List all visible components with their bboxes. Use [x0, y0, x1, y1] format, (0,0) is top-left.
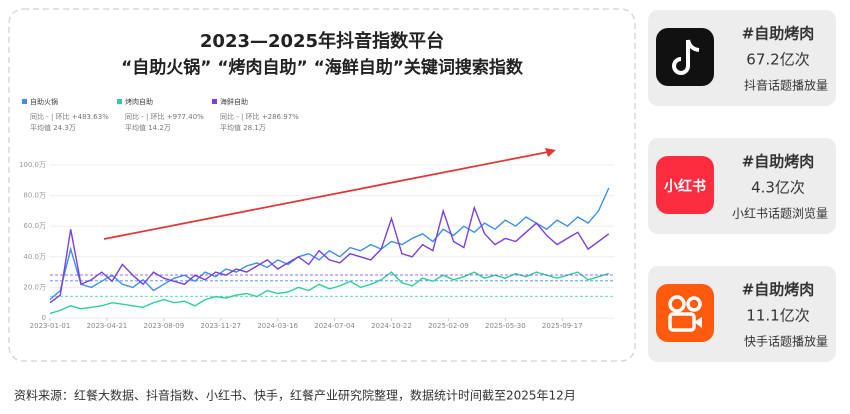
series-line [49, 205, 610, 304]
legend-label: 烤肉自助 [125, 97, 153, 106]
x-tick-label: 2024-10-22 [371, 322, 412, 330]
kuaishou-glyph [694, 317, 702, 328]
trend-arrowhead [545, 148, 556, 157]
x-tick-label: 2025-09-17 [542, 322, 583, 330]
legend-swatch [22, 99, 27, 104]
card-value: 4.3亿次 [751, 179, 805, 197]
xhs-icon [656, 156, 714, 214]
chart-panel [8, 8, 636, 362]
y-tick-label: 80.0万 [23, 192, 46, 200]
y-tick-label: 20.0万 [23, 283, 46, 291]
series-line [49, 271, 610, 315]
kuaishou-glyph [686, 296, 702, 312]
x-tick-label: 2024-07-04 [314, 322, 355, 330]
x-tick-label: 2025-02-09 [428, 322, 469, 330]
y-tick-label: 60.0万 [23, 222, 46, 230]
series-line [49, 187, 610, 301]
x-tick-label: 2024-03-16 [257, 322, 298, 330]
card-value: 67.2亿次 [746, 51, 809, 69]
card-value: 11.1亿次 [746, 307, 809, 325]
legend-swatch [212, 99, 217, 104]
title-line: “自助火锅” “烤肉自助” “海鲜自助”关键词搜索指数 [121, 57, 524, 78]
trend-arrow [103, 151, 549, 240]
card-caption: 快手话题播放量 [744, 334, 828, 349]
x-tick-label: 2025-05-30 [485, 322, 526, 330]
x-tick-label: 2023-04-21 [87, 322, 128, 330]
y-tick-label: 100.0万 [19, 161, 46, 169]
icon-text: 小红书 [664, 178, 706, 195]
legend-average: 平均值 14.2万 [125, 123, 171, 132]
y-tick-label: 0 [42, 314, 46, 322]
legend-change: 同比 - | 环比 +483.63% [30, 112, 109, 121]
y-tick-label: 40.0万 [23, 253, 46, 261]
douyin-glyph [672, 39, 700, 75]
legend-average: 平均值 28.1万 [220, 123, 266, 132]
card-hashtag: #自助烤肉 [742, 153, 815, 171]
x-tick-label: 2023-11-27 [200, 322, 241, 330]
card-hashtag: #自助烤肉 [742, 281, 815, 299]
card-hashtag: #自助烤肉 [742, 25, 815, 43]
legend-change: 同比 - | 环比 +977.40% [125, 112, 204, 121]
legend-average: 平均值 24.3万 [30, 123, 76, 132]
x-tick-label: 2023-08-09 [143, 322, 184, 330]
douyin-icon [656, 28, 714, 86]
card-caption: 小红书话题浏览量 [732, 206, 828, 221]
title-line: 2023—2025年抖音指数平台 [200, 30, 444, 52]
legend-label: 海鲜自助 [220, 97, 248, 106]
source-note: 资料来源：红餐大数据、抖音指数、小红书、快手，红餐产业研究院整理，数据统计时间截… [14, 388, 576, 403]
legend-change: 同比 - | 环比 +286.97% [220, 112, 299, 121]
legend-swatch [117, 99, 122, 104]
legend-label: 自助火锅 [30, 97, 58, 106]
card-caption: 抖音话题播放量 [744, 78, 828, 93]
x-tick-label: 2023-01-01 [30, 322, 71, 330]
kuaishou-glyph [668, 295, 686, 313]
